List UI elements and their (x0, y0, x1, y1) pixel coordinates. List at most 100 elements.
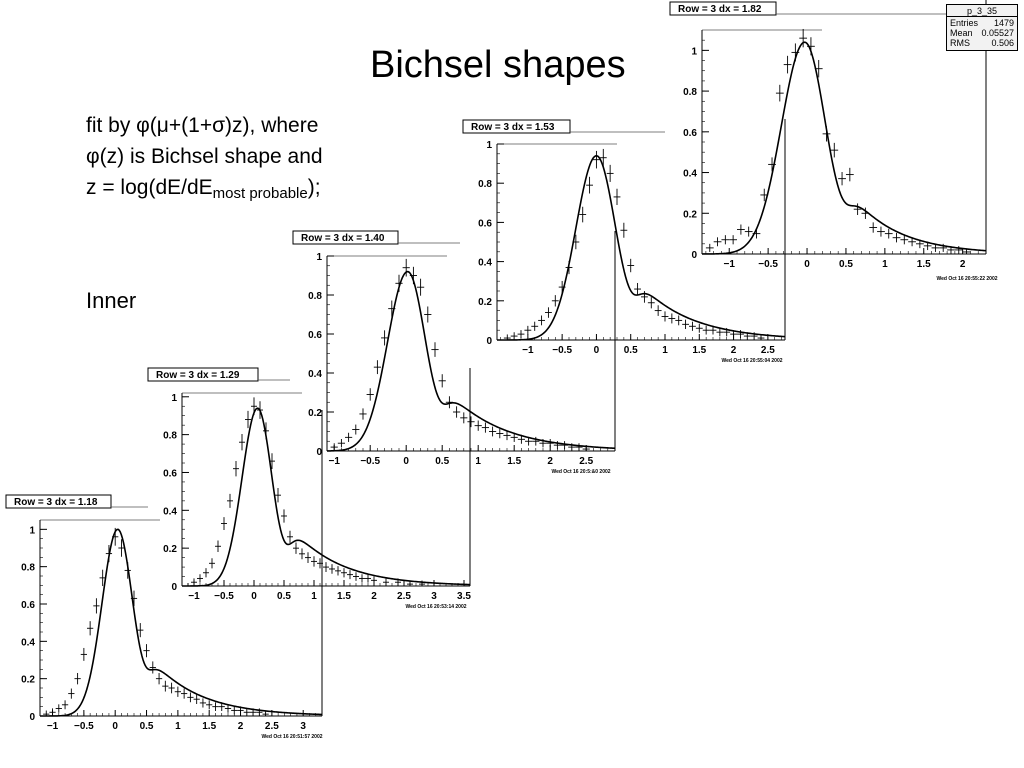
fit-curve (326, 270, 616, 452)
data-point (335, 566, 341, 576)
x-tick-label: 3.5 (457, 591, 471, 602)
plot-title-frame (5, 494, 112, 509)
plot-title: Row = 3 dx = 1.40 (301, 233, 385, 244)
data-point (525, 436, 533, 446)
y-tick-label: 0 (316, 447, 322, 458)
plot-title: Row = 3 dx = 1.53 (471, 122, 555, 133)
plot-title-frame (669, 1, 777, 16)
data-point (281, 509, 287, 523)
data-point (565, 260, 573, 275)
x-tick-label: 1 (175, 721, 181, 732)
data-point (206, 700, 213, 710)
data-point (510, 432, 518, 442)
y-tick-label: 1 (29, 525, 35, 536)
data-point (572, 234, 580, 250)
data-point (143, 644, 150, 658)
data-point (93, 598, 100, 614)
data-point (613, 188, 621, 206)
stats-box: p_3_35 Entries 1479 Mean 0.05527 RMS 0.5… (946, 4, 1018, 51)
data-point (791, 43, 800, 62)
plot-date-stamp: Wed Oct 16 20:53:14 2002 (405, 604, 466, 610)
data-point (654, 305, 662, 316)
x-tick-label: 2 (731, 345, 737, 356)
data-point (713, 237, 722, 247)
x-tick-label: 3 (300, 721, 306, 732)
x-tick-label: 1.5 (337, 591, 351, 602)
data-point (330, 443, 338, 451)
x-tick-label: 0.5 (435, 456, 449, 467)
data-point (262, 710, 269, 716)
data-point (575, 443, 583, 451)
x-tick-label: 0.5 (140, 721, 154, 732)
y-tick-label: 0 (171, 582, 177, 593)
data-point (757, 334, 765, 340)
data-point (689, 321, 696, 331)
data-point (347, 570, 353, 580)
data-point (402, 258, 410, 277)
x-tick-label: −0.5 (214, 591, 234, 602)
y-tick-label: 0.4 (21, 637, 35, 648)
plot-panel-dx-1-53: Row = 3 dx = 1.53 −1 −0.5 0 0.5 1 1.5 2 2.5 0 0.2 0… (462, 119, 786, 364)
plot-panel-dx-1-29: Row = 3 dx = 1.29 −1 −0.5 0 0.5 1 1.5 2 2.5 3 3.5 0… (147, 367, 471, 610)
y-tick-label: 0.2 (163, 544, 177, 555)
x-tick-label: 3 (431, 591, 437, 602)
y-tick-label: 0.2 (308, 408, 322, 419)
x-tick-label: −1 (724, 259, 736, 270)
plot-date-stamp: Wed Oct 16 20:55:04 2002 (721, 358, 782, 364)
x-tick-label: −0.5 (74, 721, 94, 732)
x-tick-label: 1.5 (917, 259, 931, 270)
plot-title-box: Row = 3 dx = 1.53 (462, 119, 571, 134)
x-tick-label: −0.5 (552, 345, 572, 356)
data-point (424, 306, 432, 323)
data-point (383, 578, 389, 586)
data-point (299, 548, 305, 560)
y-tick-label: 0.8 (308, 291, 322, 302)
data-point (237, 706, 244, 715)
plot-title-box: Row = 3 dx = 1.82 (669, 1, 777, 16)
plot-title-box: Row = 3 dx = 1.18 (5, 494, 112, 509)
data-point (730, 330, 737, 339)
data-point (838, 172, 846, 186)
data-point (892, 233, 901, 243)
fit-curve (701, 41, 987, 255)
data-point (531, 321, 539, 331)
data-point (409, 266, 417, 285)
data-point (341, 568, 347, 578)
data-point (768, 157, 776, 172)
y-tick-label: 0.6 (308, 330, 322, 341)
data-point (709, 325, 717, 335)
x-tick-label: 2.5 (579, 456, 593, 467)
data-point (61, 700, 69, 710)
y-tick-label: 0.4 (683, 169, 697, 180)
data-point (99, 569, 106, 587)
stats-label: Mean (950, 28, 973, 38)
data-point (568, 443, 576, 451)
data-point (467, 416, 475, 428)
data-point (275, 488, 281, 503)
data-point (923, 241, 932, 251)
data-point (263, 422, 269, 440)
data-point (231, 706, 238, 715)
data-point (586, 176, 593, 194)
data-point (503, 430, 511, 441)
data-point (245, 410, 251, 429)
plot-title: Row = 3 dx = 1.29 (156, 370, 240, 381)
data-point (705, 243, 714, 252)
data-point (752, 228, 761, 239)
y-tick-label: 0.8 (683, 87, 697, 98)
data-point (947, 246, 955, 254)
data-point (359, 574, 365, 583)
fit-curve (497, 154, 786, 341)
x-tick-label: 2.5 (761, 345, 775, 356)
data-point (737, 224, 745, 235)
data-point (74, 672, 81, 685)
data-point (744, 226, 753, 237)
y-tick-label: 0.6 (163, 468, 177, 479)
y-tick-label: 0.4 (478, 258, 492, 269)
plot-title-frame (147, 367, 259, 382)
data-point (939, 243, 948, 252)
x-tick-label: 1 (882, 259, 888, 270)
plot-title: Row = 3 dx = 1.18 (14, 497, 98, 508)
stats-value: 1479 (993, 18, 1014, 28)
data-point (783, 55, 792, 74)
